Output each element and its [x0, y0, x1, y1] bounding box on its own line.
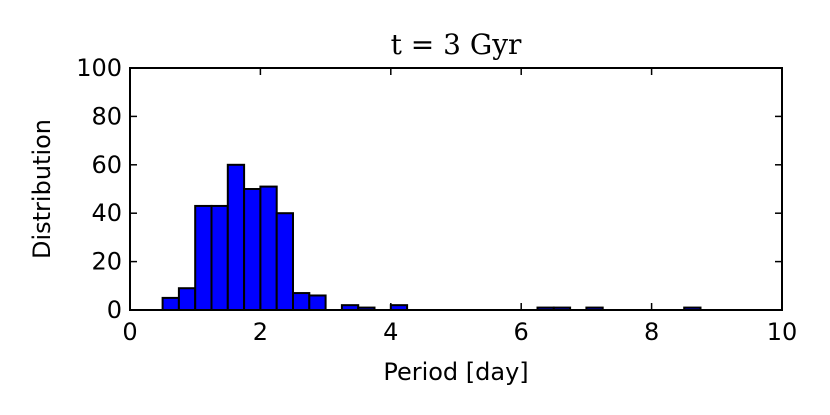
histogram-bar	[210, 204, 229, 311]
x-axis-label: Period [day]	[383, 358, 528, 386]
y-tick-label: 20	[91, 248, 122, 276]
histogram-bar	[194, 204, 213, 311]
x-tick-label: 10	[767, 318, 798, 346]
y-axis-label: Distribution	[28, 119, 56, 259]
histogram-bar	[161, 296, 180, 311]
bars-group	[161, 163, 702, 312]
y-tick-label: 60	[91, 151, 122, 179]
x-tick-label: 2	[253, 318, 268, 346]
x-tick-label: 6	[514, 318, 529, 346]
y-tick-label: 80	[91, 102, 122, 130]
x-axis-ticks: 0 2 4 6 8 10	[122, 68, 797, 346]
y-tick-label: 100	[76, 54, 122, 82]
chart-title: t = 3 Gyr	[391, 28, 522, 61]
histogram-bar	[292, 292, 311, 311]
y-tick-label: 0	[107, 296, 122, 324]
histogram-bar	[259, 185, 278, 311]
histogram-bar	[177, 287, 197, 312]
x-tick-label: 8	[644, 318, 659, 346]
histogram-bar	[226, 163, 246, 311]
y-axis-ticks: 0 20 40 60 80 100	[76, 54, 782, 324]
plot-frame	[129, 67, 783, 311]
x-tick-label: 4	[383, 318, 398, 346]
y-tick-label: 40	[91, 199, 122, 227]
histogram-bar	[275, 212, 295, 311]
histogram-bar	[308, 294, 327, 312]
x-tick-label: 0	[122, 318, 137, 346]
histogram-bar	[243, 188, 262, 311]
